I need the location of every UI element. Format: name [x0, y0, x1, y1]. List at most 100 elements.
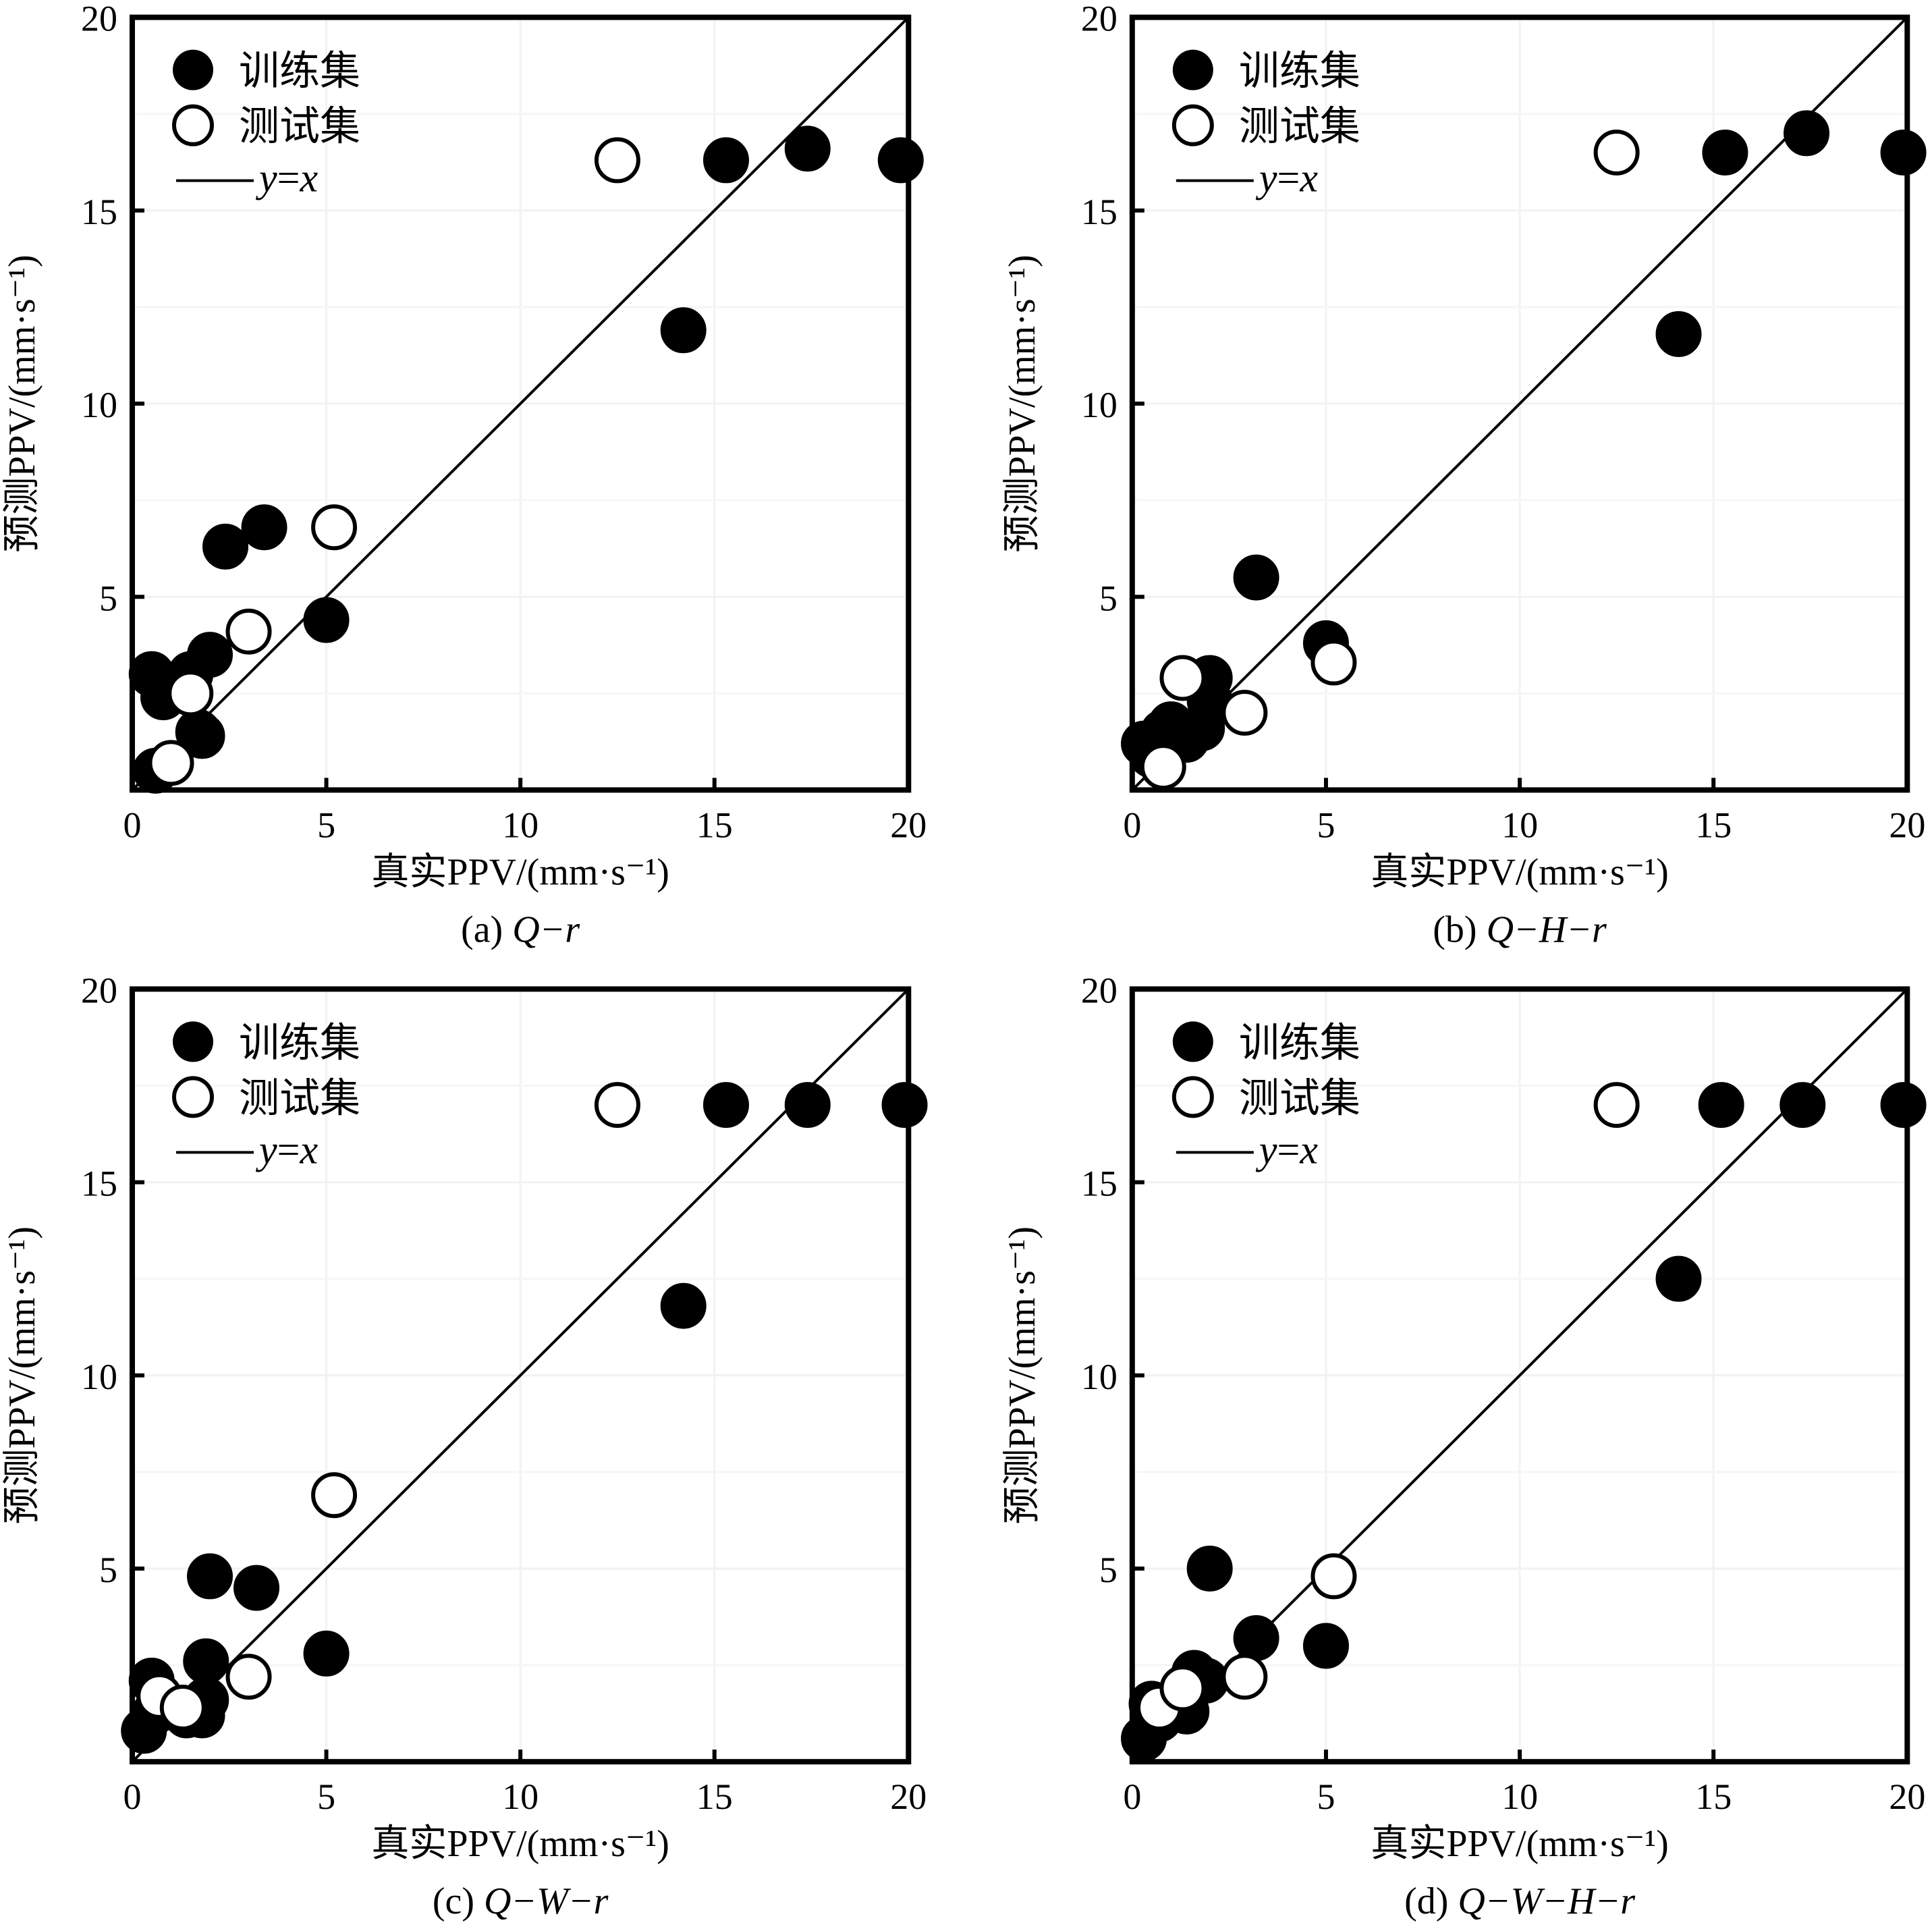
train-point [877, 137, 924, 184]
legend-test-marker [1171, 1076, 1214, 1118]
train-point [784, 1082, 831, 1129]
y-axis-title: 预测PPV/(mm·s⁻¹) [1, 254, 43, 552]
legend-line-label: y=x [1255, 1127, 1318, 1172]
legend-eq: = [277, 156, 300, 200]
x-tick-label: 5 [317, 1776, 335, 1817]
legend-x: x [1299, 156, 1318, 200]
legend-y: y [1255, 156, 1277, 200]
train-point [702, 137, 749, 184]
x-tick-label: 0 [123, 1776, 141, 1817]
legend-eq: = [1277, 1127, 1300, 1172]
y-tick-label: 10 [1081, 385, 1117, 425]
test-point [1140, 744, 1186, 790]
train-point [1233, 1615, 1279, 1662]
train-point [1655, 311, 1702, 358]
x-tick-label: 10 [1501, 805, 1538, 845]
train-point [241, 504, 287, 551]
train-point [1302, 1623, 1349, 1669]
y-tick-label: 20 [81, 970, 117, 1010]
test-point [225, 608, 272, 655]
train-point [881, 1082, 928, 1129]
test-point [311, 1472, 358, 1519]
test-point [1159, 655, 1206, 701]
x-tick-label: 0 [1123, 805, 1141, 845]
legend-train-label: 训练集 [239, 1021, 360, 1065]
x-axis-title: 真实PPV/(mm·s⁻¹) [371, 851, 669, 893]
y-tick-label: 5 [99, 578, 117, 618]
panel-caption: (c) Q−W−r [433, 1880, 609, 1922]
x-tick-label: 5 [1317, 1776, 1335, 1817]
x-tick-label: 10 [502, 805, 539, 845]
x-tick-label: 20 [1889, 1776, 1925, 1817]
train-point [1880, 1082, 1927, 1129]
test-point [225, 1654, 272, 1700]
y-tick-label: 5 [1099, 1550, 1117, 1590]
caption-prefix: (a) [461, 908, 512, 950]
legend-train-label: 训练集 [239, 49, 360, 94]
legend-test-label: 测试集 [239, 1076, 360, 1120]
caption-prefix: (d) [1404, 1880, 1458, 1922]
train-point [183, 1638, 229, 1685]
legend-test-marker [1171, 104, 1214, 146]
x-axis-title: 真实PPV/(mm·s⁻¹) [1371, 851, 1669, 893]
panel-caption: (d) Q−W−H−r [1404, 1880, 1635, 1922]
y-tick-label: 20 [1081, 970, 1117, 1010]
caption-model: Q−W−r [484, 1880, 609, 1922]
test-point [1310, 639, 1357, 686]
x-tick-label: 5 [1317, 805, 1335, 845]
x-tick-label: 0 [1123, 1776, 1141, 1817]
legend-eq: = [277, 1127, 300, 1172]
legend-test-marker [171, 104, 214, 146]
y-tick-label: 15 [81, 1164, 117, 1204]
caption-model: Q−r [512, 908, 580, 950]
x-tick-label: 15 [1695, 805, 1732, 845]
train-point [660, 1282, 707, 1329]
legend-train-marker [1172, 49, 1213, 90]
y-tick-label: 5 [99, 1550, 117, 1590]
test-point [594, 137, 640, 184]
test-point [1593, 129, 1640, 175]
legend-line-label: y=x [1255, 156, 1318, 200]
panel-caption: (b) Q−H−r [1433, 908, 1607, 950]
train-point [202, 523, 249, 570]
x-axis-title: 真实PPV/(mm·s⁻¹) [1371, 1823, 1669, 1865]
x-tick-label: 15 [1695, 1776, 1732, 1817]
y-axis-title: 预测PPV/(mm·s⁻¹) [1, 1226, 43, 1525]
x-tick-label: 0 [123, 805, 141, 845]
train-point [1880, 129, 1927, 175]
caption-prefix: (b) [1433, 908, 1486, 950]
train-point [233, 1565, 280, 1611]
legend-x: x [1299, 1127, 1318, 1172]
test-point [1310, 1553, 1357, 1600]
legend-train-marker [172, 49, 213, 90]
y-tick-label: 20 [1081, 0, 1117, 39]
train-point [660, 307, 707, 354]
test-point [311, 504, 358, 551]
x-tick-label: 15 [696, 805, 733, 845]
train-point [187, 632, 233, 678]
y-tick-label: 10 [1081, 1357, 1117, 1397]
x-tick-label: 15 [696, 1776, 733, 1817]
reference-line-y-equals-x [1131, 16, 1908, 791]
train-point [702, 1082, 749, 1129]
x-tick-label: 10 [502, 1776, 539, 1817]
train-point [1779, 1082, 1826, 1129]
y-axis-title: 预测PPV/(mm·s⁻¹) [1001, 254, 1043, 553]
train-point [1233, 554, 1279, 601]
legend-line-label: y=x [255, 1127, 318, 1172]
y-tick-label: 15 [81, 192, 117, 232]
x-tick-label: 20 [890, 805, 927, 845]
legend-train-marker [172, 1021, 213, 1062]
train-point [1655, 1255, 1702, 1302]
y-tick-label: 15 [1081, 192, 1117, 232]
y-tick-label: 15 [1081, 1164, 1117, 1204]
panel-a: 0 5 10 15 20 5 10 15 20 真实PPV/(mm·s⁻¹) 预测PPV/(mm·s… [1, 0, 927, 950]
legend-test-label: 测试集 [1239, 1076, 1360, 1120]
train-point [303, 597, 350, 643]
legend-y: y [255, 1127, 277, 1172]
legend-x: x [299, 1127, 318, 1172]
test-point [1593, 1082, 1640, 1129]
train-point [187, 1553, 233, 1600]
legend-y: y [1255, 1127, 1277, 1172]
caption-prefix: (c) [433, 1880, 484, 1922]
